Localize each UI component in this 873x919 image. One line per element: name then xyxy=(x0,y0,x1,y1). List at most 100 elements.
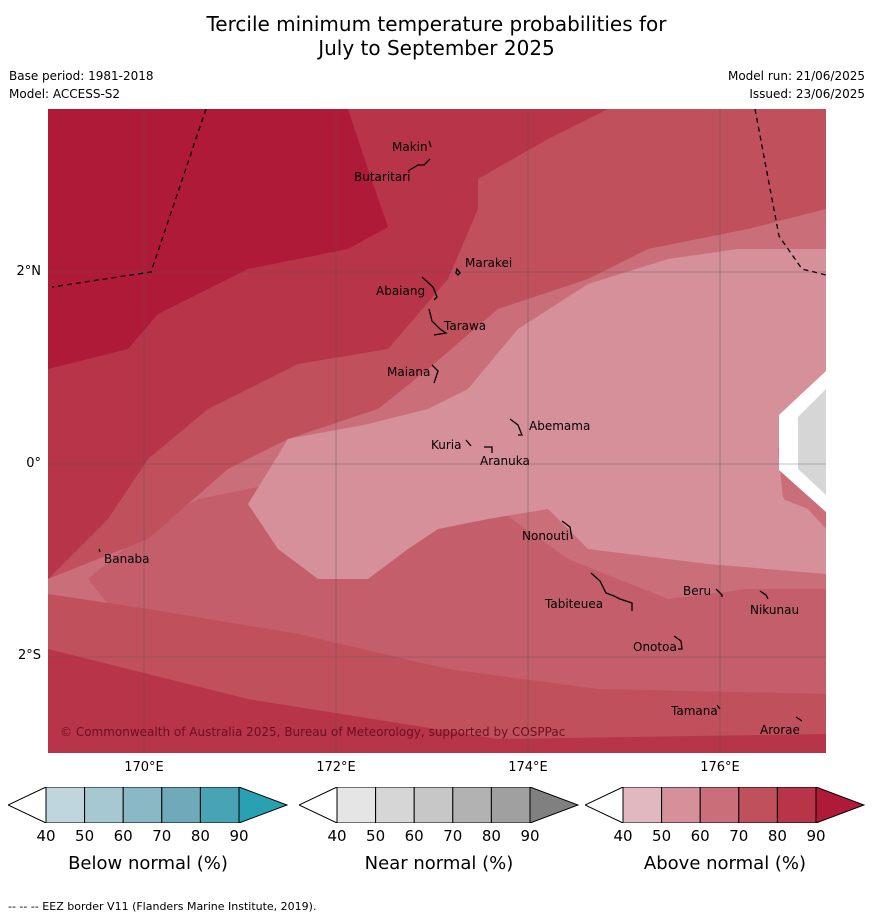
colorbar-tick: 90 xyxy=(806,827,826,845)
lat-tick-2s: 2°S xyxy=(17,648,41,663)
place-label: Abaiang xyxy=(376,284,425,298)
island-tabiteuea xyxy=(590,572,633,611)
colorbar-swatch xyxy=(661,786,701,824)
place-label: Kuria xyxy=(431,438,462,452)
colorbar-near-normal: 40 50 60 70 80 90 Near normal (%) xyxy=(297,786,580,874)
place-label: Tabiteuea xyxy=(544,597,603,611)
colorbar-tick: 90 xyxy=(520,827,540,845)
island-aranuka xyxy=(484,446,493,453)
title-line-1: Tercile minimum temperature probabilitie… xyxy=(206,12,667,36)
colorbar-swatch xyxy=(452,786,492,824)
colorbar-high-extend xyxy=(815,786,866,824)
colorbar-low-extend xyxy=(583,786,624,824)
island-butaritari xyxy=(407,158,431,172)
island-kuria xyxy=(465,439,472,447)
eez-border-east xyxy=(754,109,826,276)
place-label: Makin xyxy=(392,140,428,154)
colorbar-swatch xyxy=(84,786,124,824)
colorbar-tick: 90 xyxy=(229,827,249,845)
island-marakei xyxy=(455,267,461,276)
title-line-2: July to September 2025 xyxy=(318,36,555,60)
island-tamana xyxy=(716,704,721,710)
place-label: Marakei xyxy=(465,256,512,270)
place-labels: Makin Butaritari Marakei Abaiang Tarawa … xyxy=(104,140,800,737)
colorbar-tick: 80 xyxy=(767,827,787,845)
place-label: Maiana xyxy=(387,365,430,379)
colorbar-above-normal: 40 50 60 70 80 90 Above normal (%) xyxy=(583,786,866,874)
island-maiana xyxy=(431,364,439,384)
colorbar-swatch xyxy=(738,786,778,824)
place-label: Nonouti xyxy=(522,529,569,543)
colorbar-swatch xyxy=(490,786,531,824)
colorbar-swatch xyxy=(45,786,86,824)
colorbar-swatches xyxy=(6,786,289,824)
colorbar-swatch xyxy=(413,786,454,824)
place-label: Beru xyxy=(683,584,711,598)
island-banaba xyxy=(98,548,101,553)
colorbar-swatch xyxy=(776,786,817,824)
island-arorae xyxy=(795,716,803,722)
lat-tick-2n: 2°N xyxy=(16,264,42,279)
colorbar-swatch xyxy=(161,786,201,824)
island-beru xyxy=(715,588,723,597)
colorbar-swatch xyxy=(622,786,663,824)
island-tarawa xyxy=(428,308,448,336)
colorbar-tick: 80 xyxy=(481,827,501,845)
zone-80-south xyxy=(48,649,826,753)
colorbar-swatch xyxy=(122,786,163,824)
colorbar-tick: 70 xyxy=(443,827,463,845)
meta-left: Base period: 1981-2018 Model: ACCESS-S2 xyxy=(9,67,154,103)
meta-right: Model run: 21/06/2025 Issued: 23/06/2025 xyxy=(728,67,865,103)
island-abaiang xyxy=(421,276,438,301)
island-nikunau xyxy=(759,590,769,600)
colorbar-tick: 40 xyxy=(327,827,347,845)
colorbar-tick: 40 xyxy=(36,827,56,845)
graticule xyxy=(48,109,826,753)
colorbar-tick: 60 xyxy=(113,827,133,845)
island-outlines xyxy=(98,140,803,722)
model-name: Model: ACCESS-S2 xyxy=(9,87,121,101)
colorbar-tick: 60 xyxy=(404,827,424,845)
island-abemama xyxy=(509,418,523,436)
colorbar-swatches xyxy=(297,786,580,824)
colorbar-swatch xyxy=(699,786,740,824)
colorbar-tick: 40 xyxy=(613,827,633,845)
island-onotoa xyxy=(673,635,683,650)
colorbar-low-extend xyxy=(6,786,47,824)
lon-tick-176: 176°E xyxy=(700,760,740,775)
colorbar-high-extend xyxy=(529,786,580,824)
colorbar-tick: 70 xyxy=(729,827,749,845)
place-label: Aranuka xyxy=(480,454,530,468)
colorbar-label: Above normal (%) xyxy=(643,853,807,874)
lon-tick-174: 174°E xyxy=(508,760,548,775)
place-label: Nikunau xyxy=(750,603,799,617)
colorbar-label: Near normal (%) xyxy=(364,853,514,874)
colorbar-tick: 50 xyxy=(366,827,386,845)
colorbar-below-normal: 40 50 60 70 80 90 Below normal (%) xyxy=(6,786,289,874)
colorbar-swatch xyxy=(336,786,377,824)
island-makin xyxy=(428,140,432,148)
probability-map: Makin Butaritari Marakei Abaiang Tarawa … xyxy=(48,109,826,753)
eez-border-legend: -- -- -- EEZ border V11 (Flanders Marine… xyxy=(8,900,317,913)
place-label: Onotoa xyxy=(633,640,677,654)
model-run: Model run: 21/06/2025 xyxy=(727,69,865,83)
colorbar-swatches xyxy=(583,786,866,824)
zone-near-normal xyxy=(798,389,826,495)
colorbar-low-extend xyxy=(297,786,338,824)
zone-50-core xyxy=(518,279,826,569)
place-label: Tarawa xyxy=(443,319,486,333)
map-title: Tercile minimum temperature probabilitie… xyxy=(0,12,873,60)
lon-tick-172: 172°E xyxy=(316,760,356,775)
eez-borders xyxy=(51,109,826,288)
colorbar-tick: 60 xyxy=(690,827,710,845)
place-label: Abemama xyxy=(529,419,590,433)
colorbar-tick: 70 xyxy=(152,827,172,845)
colorbar-tick: 50 xyxy=(652,827,672,845)
colorbar-swatch xyxy=(199,786,240,824)
place-label: Tamana xyxy=(670,704,718,718)
colorbar-high-extend xyxy=(238,786,289,824)
place-label: Arorae xyxy=(760,723,800,737)
colorbar-swatch xyxy=(375,786,415,824)
base-period: Base period: 1981-2018 xyxy=(9,69,154,83)
colorbar-tick: 50 xyxy=(75,827,95,845)
